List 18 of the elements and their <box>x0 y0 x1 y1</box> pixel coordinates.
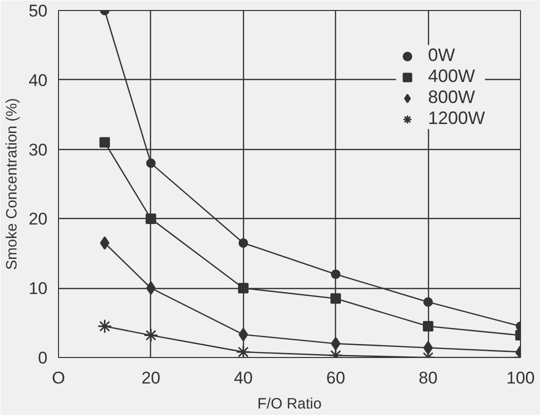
legend-label: 1200W <box>428 108 485 129</box>
y-tick-label: 0 <box>38 348 48 368</box>
x-tick-label: 20 <box>141 368 160 388</box>
y-tick-label: 30 <box>28 140 48 160</box>
legend-label: 400W <box>428 66 475 87</box>
y-axis-title: Smoke Concentration (%) <box>4 98 21 270</box>
x-tick-label: 60 <box>326 368 346 388</box>
x-tick-label: 80 <box>418 368 438 388</box>
y-tick-label: 40 <box>28 70 48 90</box>
x-tick-label: O <box>52 368 66 388</box>
y-tick-label: 50 <box>28 2 48 20</box>
y-tick-label: 10 <box>28 279 48 298</box>
legend-label: 0W <box>428 45 455 66</box>
x-tick-label: 40 <box>234 368 253 388</box>
legend-label: 800W <box>428 87 475 108</box>
x-tick-label: 100 <box>506 368 535 388</box>
y-tick-label: 20 <box>28 210 48 229</box>
x-axis-title: F/O Ratio <box>257 396 322 412</box>
